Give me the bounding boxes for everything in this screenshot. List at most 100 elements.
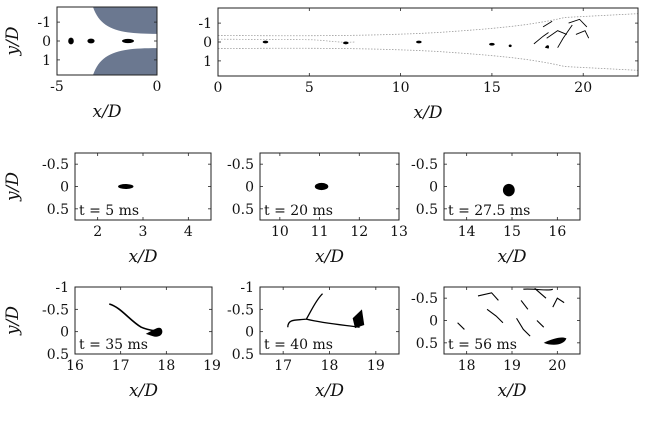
fragment-1: [477, 292, 499, 301]
plot-area: [502, 183, 515, 197]
breakup-fragment-1: [533, 32, 549, 45]
panel-c: 2 3 4 -0.5 0 0.5 x/D y/D t = 5 ms: [3, 152, 212, 267]
x-tick-label: 17: [112, 358, 130, 374]
nozzle-wall-bottom: [93, 48, 157, 75]
x-tick-label: 18: [321, 358, 339, 374]
interface-upper: [218, 13, 638, 37]
nozzle-wall-top: [93, 7, 157, 34]
y-tick-label: -0.5: [227, 302, 254, 318]
y-tick-label: 0.5: [416, 202, 438, 218]
filament: [108, 303, 160, 333]
y-tick-label: 0: [429, 180, 438, 196]
y-tick-label: 0.5: [416, 336, 438, 352]
plot-area: [108, 303, 163, 337]
y-tick-label: 0: [60, 180, 69, 196]
fragment-7: [536, 320, 545, 328]
x-tick-label: 20: [574, 80, 592, 96]
fragment-9: [457, 322, 465, 330]
panel-e: 14 15 16 -0.5 0 0.5 x/D t = 27.5 ms: [411, 152, 581, 267]
filament-branch: [306, 318, 360, 328]
y-tick-label: -0.5: [411, 291, 438, 307]
x-axis-label: x/D: [129, 381, 158, 401]
droplet-2: [87, 38, 95, 44]
x-tick-label: 15: [503, 224, 521, 240]
y-tick-label: 0: [42, 34, 51, 50]
x-tick-label: 15: [483, 80, 501, 96]
y-tick-label: -1: [37, 15, 51, 31]
droplet-5: [508, 44, 512, 48]
interface-lower: [218, 47, 638, 71]
x-tick-label: 16: [66, 358, 84, 374]
y-tick-label: 0: [429, 314, 438, 330]
panel-a: -5 0 -1 0 1 x/D y/D: [3, 6, 162, 122]
x-tick-label: 2: [93, 224, 102, 240]
droplet-2: [343, 41, 349, 45]
y-tick-label: 0.5: [47, 202, 69, 218]
filament-head: [145, 327, 163, 337]
filament: [287, 293, 324, 328]
plot-area: [118, 184, 134, 189]
axes-frame: [217, 7, 639, 77]
fragment-5: [520, 300, 529, 310]
x-tick-label: 10: [392, 80, 410, 96]
droplet-1: [68, 37, 74, 45]
y-tick-label: 0: [245, 325, 254, 341]
time-label: t = 5 ms: [79, 203, 139, 219]
y-tick-label: 0: [60, 325, 69, 341]
x-tick-label: -5: [50, 79, 64, 95]
time-label: t = 35 ms: [79, 337, 148, 353]
axes-frame: [74, 286, 213, 355]
x-axis-label: x/D: [315, 381, 344, 401]
x-tick-label: 19: [503, 358, 521, 374]
fragment-blob: [543, 337, 567, 345]
y-tick-label: -0.5: [227, 157, 254, 173]
fragment-8: [552, 297, 565, 308]
y-tick-label: -0.5: [42, 157, 69, 173]
x-axis-label: x/D: [315, 247, 344, 267]
y-tick-label: 1: [42, 53, 51, 69]
plot-area: [287, 293, 365, 329]
x-tick-label: 11: [311, 224, 329, 240]
x-tick-label: 5: [305, 80, 314, 96]
y-tick-label: -0.5: [42, 302, 69, 318]
x-axis-label: x/D: [93, 102, 122, 122]
fragment-2: [523, 288, 554, 291]
time-label: t = 20 ms: [264, 203, 333, 219]
x-tick-label: 3: [139, 224, 148, 240]
x-tick-label: 12: [350, 224, 368, 240]
y-tick-label: -1: [198, 16, 212, 32]
x-tick-label: 4: [184, 224, 193, 240]
droplet: [314, 182, 329, 191]
fragment-6: [516, 317, 531, 337]
y-axis-label: y/D: [3, 172, 23, 202]
droplet-3: [122, 38, 134, 44]
x-tick-label: 18: [157, 358, 175, 374]
time-label: t = 40 ms: [264, 337, 333, 353]
droplet-1: [262, 40, 269, 44]
x-tick-label: 0: [214, 80, 223, 96]
x-tick-label: 17: [274, 358, 292, 374]
x-axis-label: x/D: [414, 103, 443, 123]
x-axis-label: x/D: [129, 247, 158, 267]
plot-area: [457, 287, 567, 345]
droplet-3: [416, 40, 422, 44]
y-tick-label: 0: [203, 35, 212, 51]
x-tick-label: 10: [271, 224, 289, 240]
y-tick-label: -0.5: [411, 157, 438, 173]
y-tick-label: 0.5: [47, 347, 69, 363]
fragment-4: [486, 308, 504, 324]
breakup-blob: [544, 45, 550, 49]
plot-area: [314, 182, 329, 191]
breakup-fragment-4: [568, 18, 588, 28]
time-label: t = 27.5 ms: [448, 203, 530, 219]
y-tick-label: 0.5: [232, 347, 254, 363]
y-tick-label: 1: [203, 54, 212, 70]
x-tick-label: 18: [458, 358, 476, 374]
y-tick-label: -1: [55, 280, 69, 296]
x-tick-label: 0: [153, 79, 162, 95]
interface-core: [218, 38, 355, 43]
y-tick-label: 0.5: [232, 202, 254, 218]
y-tick-label: -1: [240, 280, 254, 296]
